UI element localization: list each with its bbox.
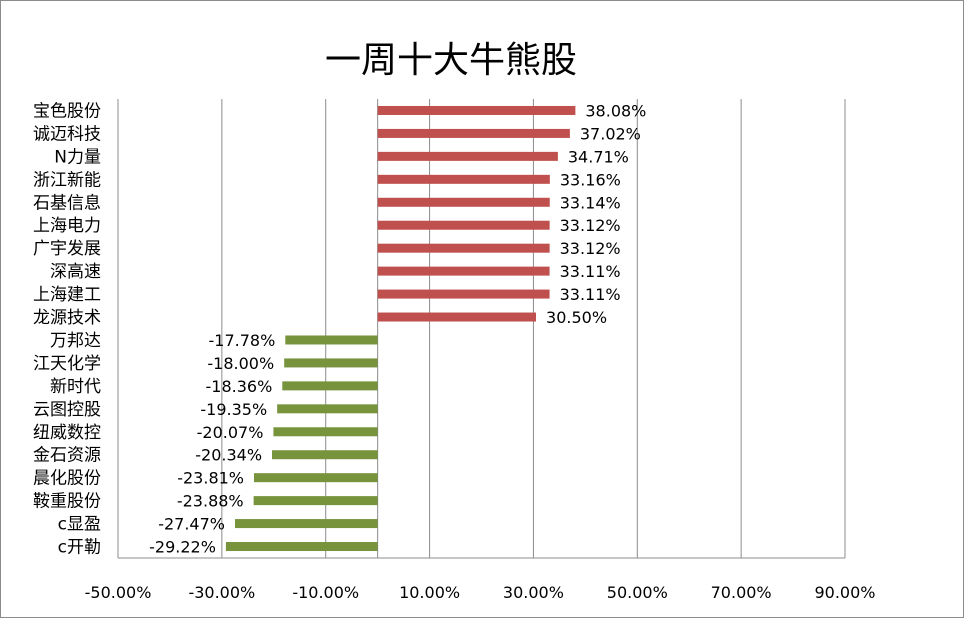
- bar: [225, 542, 378, 552]
- x-tick-label: 10.00%: [399, 583, 460, 602]
- data-label: -23.88%: [177, 492, 244, 511]
- category-label: 广宇发展: [33, 239, 101, 259]
- bar: [377, 289, 550, 299]
- bar: [377, 105, 576, 115]
- category-label: 深高速: [50, 262, 101, 282]
- data-label: -20.34%: [195, 446, 262, 465]
- category-label: 宝色股份: [33, 101, 101, 121]
- bar: [254, 473, 378, 483]
- x-tick-label: 50.00%: [607, 583, 668, 602]
- data-label: 33.11%: [560, 285, 621, 304]
- bar: [282, 381, 378, 391]
- category-label: 鞍重股份: [33, 492, 101, 512]
- chart-title: 一周十大牛熊股: [324, 40, 577, 81]
- data-label: -18.36%: [206, 377, 273, 396]
- category-label: 石基信息: [33, 193, 101, 213]
- data-label: 30.50%: [546, 308, 607, 327]
- bar: [253, 496, 378, 506]
- x-tick-label: -50.00%: [85, 583, 152, 602]
- bar: [377, 312, 537, 322]
- x-tick-label: -10.00%: [292, 583, 359, 602]
- category-label: 江天化学: [33, 354, 101, 374]
- bar: [377, 174, 550, 184]
- x-tick-label: -30.00%: [188, 583, 255, 602]
- category-label: 新时代: [50, 377, 101, 397]
- data-label: -29.22%: [149, 538, 216, 557]
- category-label: 金石资源: [33, 446, 101, 466]
- x-tick-label: 30.00%: [503, 583, 564, 602]
- category-label: 浙江新能: [33, 170, 101, 190]
- bar: [377, 266, 550, 276]
- bar: [284, 358, 378, 368]
- category-label: 诚迈科技: [33, 124, 101, 144]
- bar: [377, 243, 550, 253]
- data-label: -17.78%: [209, 331, 276, 350]
- data-label: -23.81%: [177, 469, 244, 488]
- category-label: 晨化股份: [33, 469, 101, 489]
- data-label: -27.47%: [158, 515, 225, 534]
- category-label: 万邦达: [50, 331, 101, 351]
- data-label: 37.02%: [580, 124, 641, 143]
- bar: [377, 220, 550, 230]
- x-tick-label: 70.00%: [711, 583, 772, 602]
- category-label: c显盈: [58, 515, 101, 535]
- data-label: 34.71%: [568, 147, 629, 166]
- bar: [234, 519, 378, 529]
- category-label: N力量: [54, 147, 101, 167]
- data-label: 33.12%: [560, 239, 621, 258]
- category-label: c开勒: [58, 538, 101, 558]
- x-tick-label: 90.00%: [814, 583, 875, 602]
- bar: [285, 335, 378, 345]
- data-label: 33.12%: [560, 216, 621, 235]
- category-label: 纽威数控: [33, 423, 101, 443]
- category-label: 上海建工: [33, 285, 101, 305]
- bar: [377, 128, 570, 138]
- bar: [377, 151, 558, 161]
- bar: [273, 427, 378, 437]
- bar: [277, 404, 378, 414]
- data-label: 33.16%: [560, 170, 621, 189]
- data-label: -20.07%: [197, 423, 264, 442]
- data-label: 33.14%: [560, 193, 621, 212]
- data-label: -18.00%: [207, 354, 274, 373]
- category-label: 龙源技术: [33, 308, 101, 328]
- category-label: 云图控股: [33, 400, 101, 420]
- data-label: 38.08%: [585, 101, 646, 120]
- bar: [272, 450, 378, 460]
- category-label: 上海电力: [33, 216, 101, 236]
- data-label: 33.11%: [560, 262, 621, 281]
- data-label: -19.35%: [200, 400, 267, 419]
- bar: [377, 197, 550, 207]
